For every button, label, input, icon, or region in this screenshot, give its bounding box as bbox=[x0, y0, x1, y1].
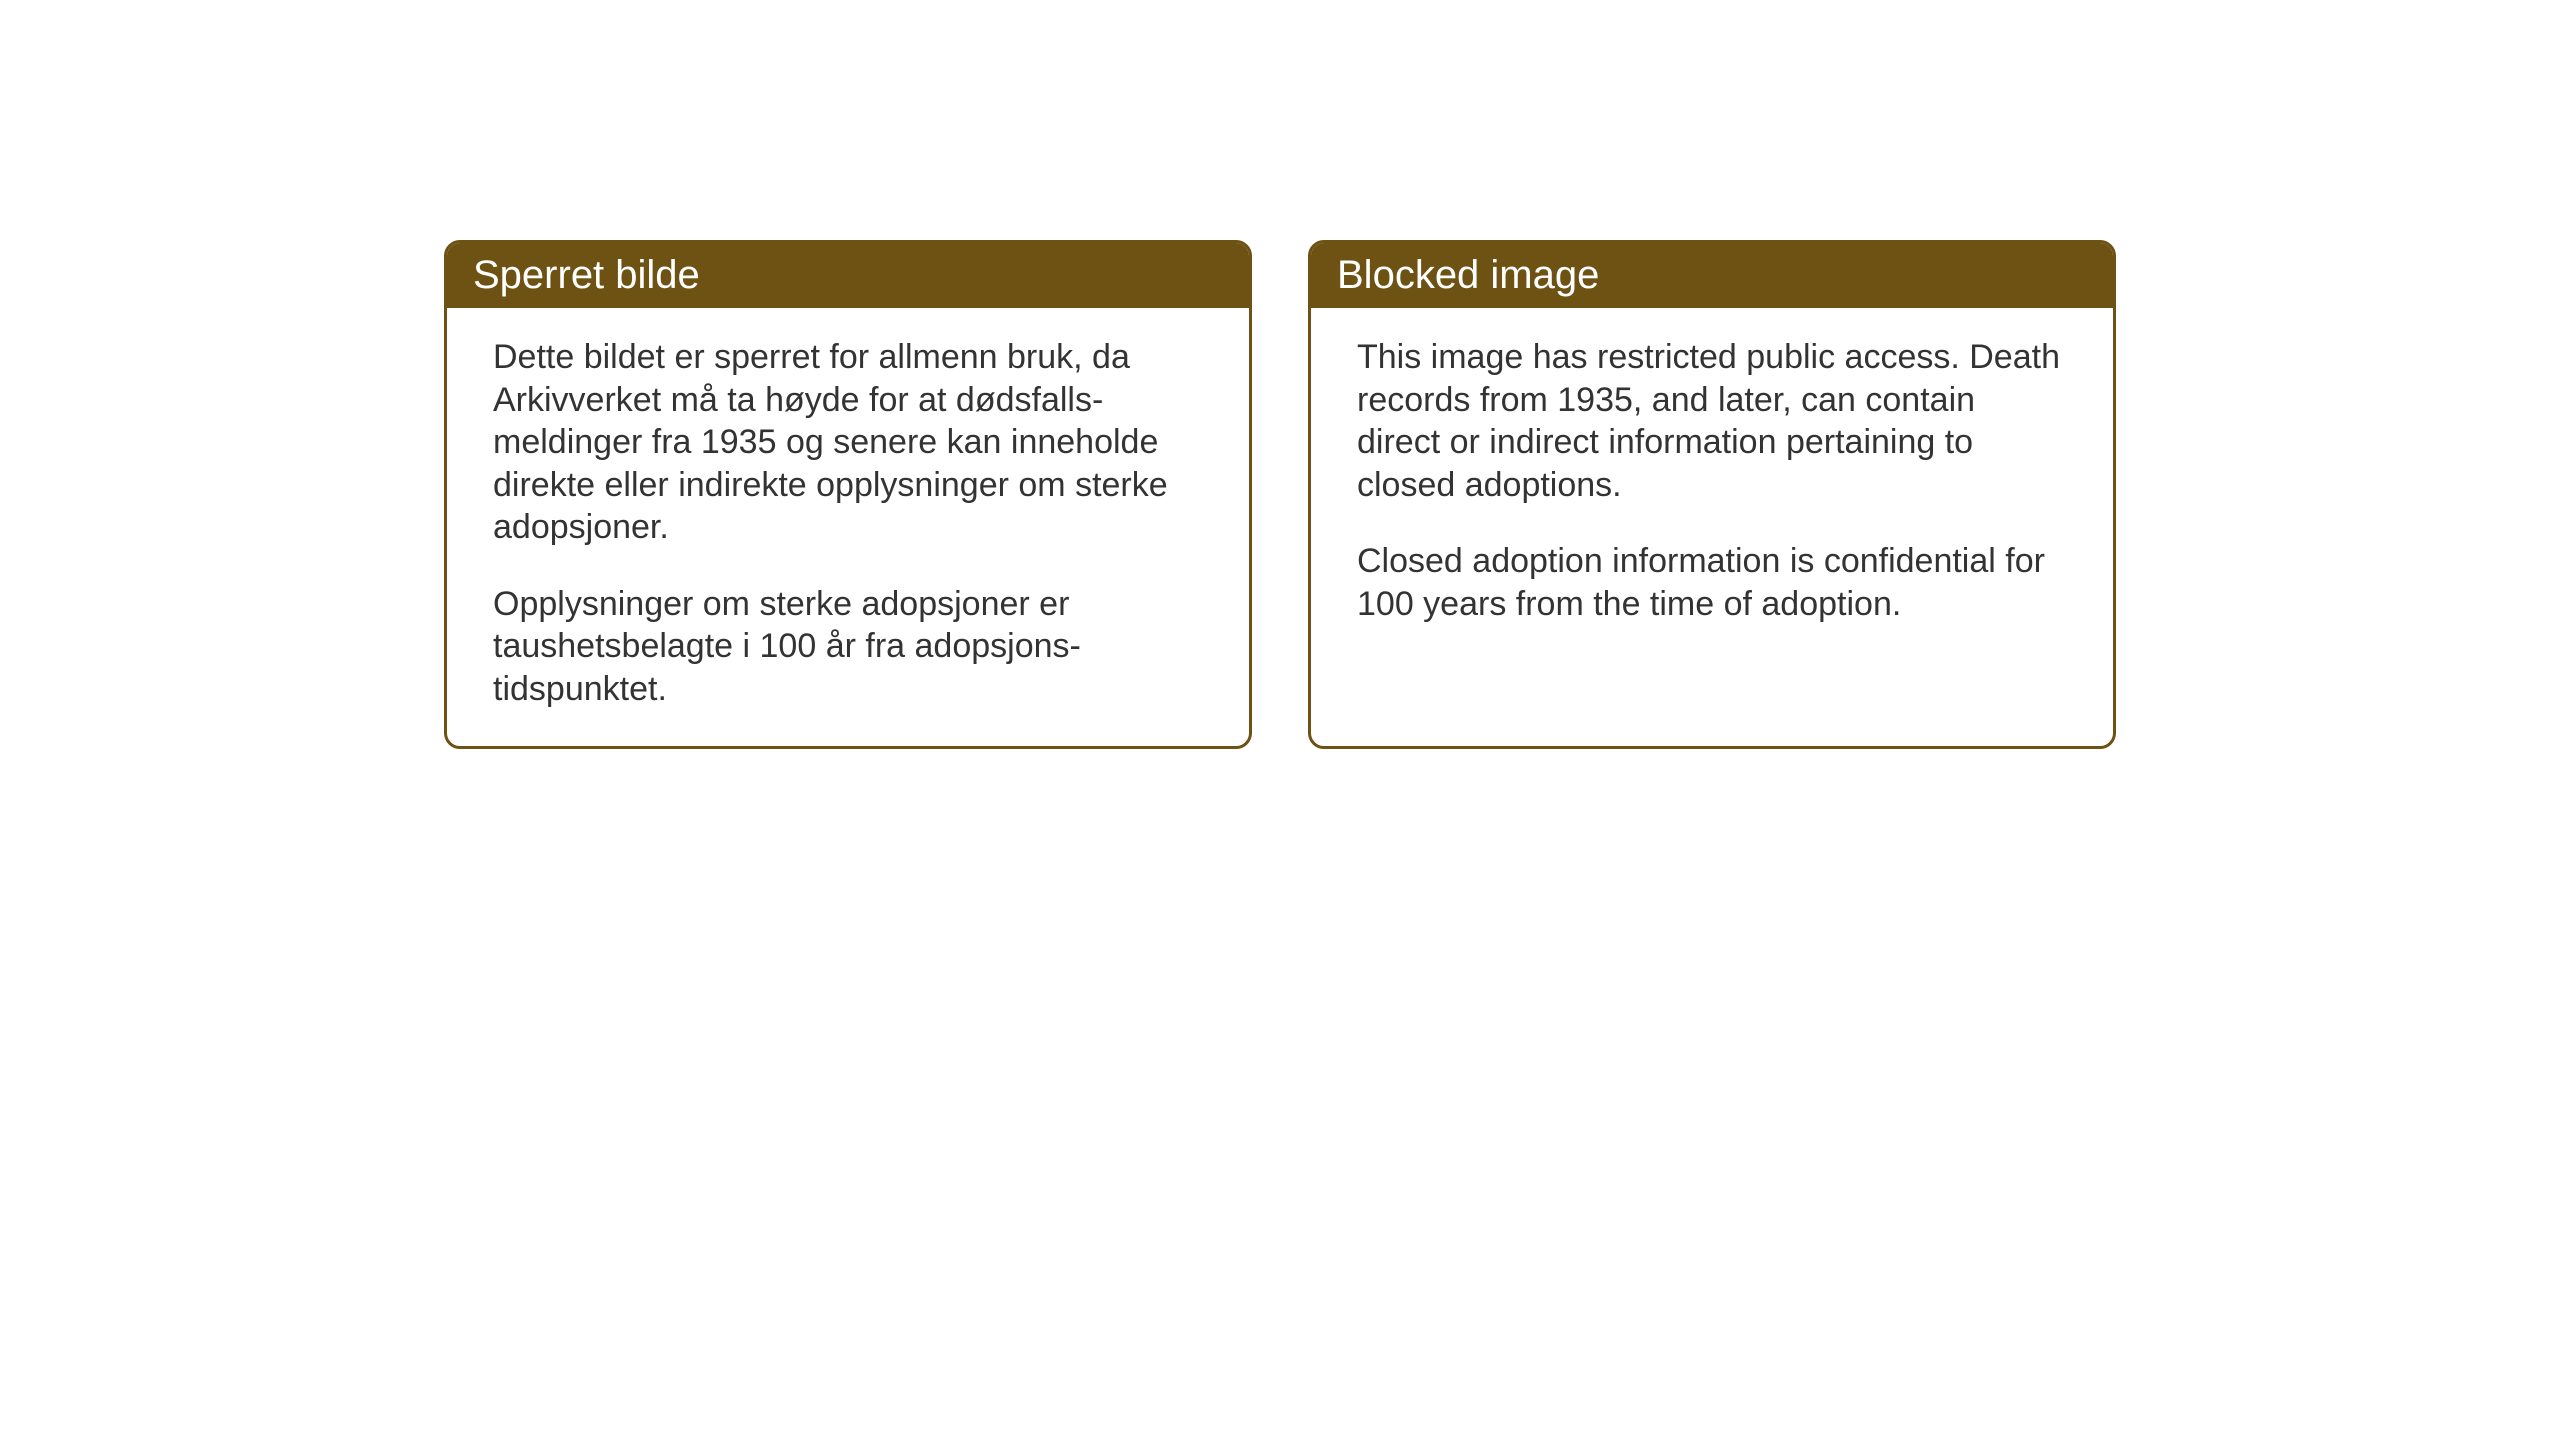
card-paragraph: This image has restricted public access.… bbox=[1357, 336, 2067, 506]
notice-card-norwegian: Sperret bilde Dette bildet er sperret fo… bbox=[444, 240, 1252, 749]
card-header-english: Blocked image bbox=[1311, 243, 2113, 308]
card-title: Sperret bilde bbox=[473, 253, 700, 297]
card-body-norwegian: Dette bildet er sperret for allmenn bruk… bbox=[447, 308, 1249, 746]
card-paragraph: Closed adoption information is confident… bbox=[1357, 540, 2067, 625]
card-body-english: This image has restricted public access.… bbox=[1311, 308, 2113, 661]
card-title: Blocked image bbox=[1337, 253, 1599, 297]
card-paragraph: Dette bildet er sperret for allmenn bruk… bbox=[493, 336, 1203, 549]
notice-container: Sperret bilde Dette bildet er sperret fo… bbox=[444, 240, 2116, 749]
card-paragraph: Opplysninger om sterke adopsjoner er tau… bbox=[493, 583, 1203, 711]
notice-card-english: Blocked image This image has restricted … bbox=[1308, 240, 2116, 749]
card-header-norwegian: Sperret bilde bbox=[447, 243, 1249, 308]
